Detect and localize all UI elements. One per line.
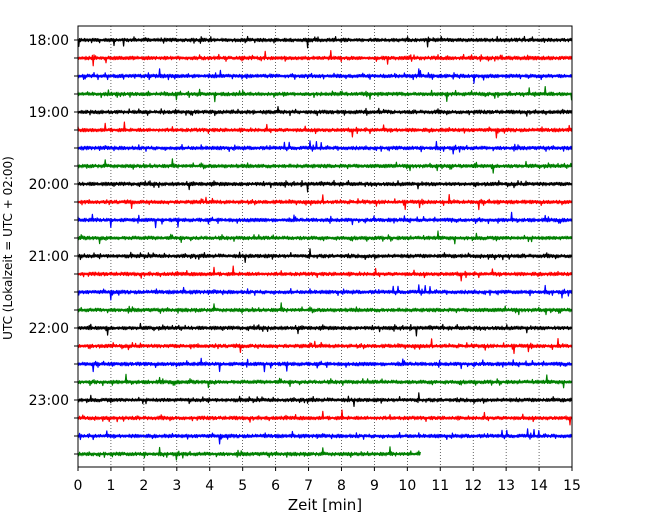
trace-line bbox=[77, 35, 573, 49]
x-tick-label: 4 bbox=[205, 478, 214, 494]
seismic-traces bbox=[77, 35, 573, 461]
x-tick-label: 6 bbox=[271, 478, 280, 494]
trace-line bbox=[77, 428, 573, 445]
x-tick-label: 2 bbox=[139, 478, 148, 494]
trace-line bbox=[77, 284, 573, 301]
trace-line bbox=[77, 357, 573, 373]
y-tick-label: 21:00 bbox=[29, 249, 69, 265]
x-tick-label: 9 bbox=[370, 478, 379, 494]
y-axis: 18:00 19:00 20:00 21:00 22:00 23:00 bbox=[29, 33, 78, 455]
trace-line bbox=[77, 302, 573, 316]
x-tick-label: 12 bbox=[464, 478, 482, 494]
y-tick-label: 19:00 bbox=[29, 105, 69, 121]
x-tick-label: 11 bbox=[431, 478, 449, 494]
trace-line bbox=[77, 179, 573, 193]
trace-line bbox=[77, 50, 573, 67]
x-tick-label: 5 bbox=[238, 478, 247, 494]
trace-line bbox=[77, 158, 573, 174]
trace-line bbox=[77, 248, 573, 263]
y-tick-label: 23:00 bbox=[29, 393, 69, 409]
y-tick-label: 20:00 bbox=[29, 177, 69, 193]
x-axis-title: Zeit [min] bbox=[288, 496, 362, 514]
y-tick-label: 18:00 bbox=[29, 33, 69, 49]
trace-line bbox=[77, 230, 573, 245]
x-axis: 0 1 2 3 4 5 6 7 8 9 10 11 12 13 14 15 bbox=[74, 467, 581, 494]
y-axis-title: UTC (Lokalzeit = UTC + 02:00) bbox=[1, 156, 15, 340]
x-tick-label: 10 bbox=[398, 478, 416, 494]
y-tick-label: 22:00 bbox=[29, 321, 69, 337]
x-tick-label: 7 bbox=[304, 478, 313, 494]
trace-line bbox=[77, 106, 573, 117]
trace-line bbox=[77, 322, 573, 337]
x-tick-label: 1 bbox=[106, 478, 115, 494]
x-tick-label: 3 bbox=[172, 478, 181, 494]
x-tick-label: 0 bbox=[74, 478, 83, 494]
x-tick-label: 13 bbox=[497, 478, 515, 494]
x-tick-label: 15 bbox=[563, 478, 581, 494]
x-tick-label: 8 bbox=[337, 478, 346, 494]
plot-frame bbox=[77, 25, 573, 468]
trace-line bbox=[77, 373, 573, 389]
x-tick-label: 14 bbox=[530, 478, 548, 494]
